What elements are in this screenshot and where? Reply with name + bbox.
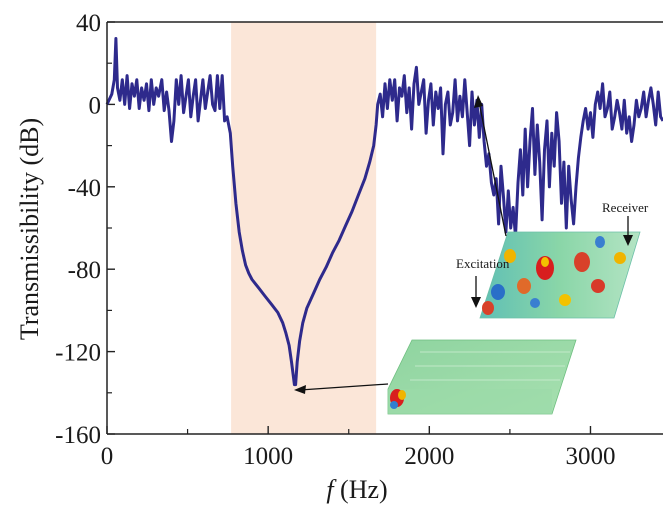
x-tick-label: 1000: [243, 443, 293, 470]
y-axis-title: Transmissibility (dB): [15, 118, 44, 340]
y-tick-label: -160: [55, 422, 101, 449]
x-tick-label: 2000: [404, 443, 454, 470]
y-tick-label: -120: [55, 340, 101, 367]
inset-mode-shape: [479, 231, 641, 319]
x-axis-title-unit: (Hz): [334, 475, 388, 504]
y-tick-label: 0: [89, 92, 102, 119]
receiver-label: Receiver: [602, 200, 649, 215]
series-line: [105, 37, 663, 387]
x-tick-label: 0: [101, 443, 114, 470]
x-tick-label: 3000: [565, 443, 615, 470]
y-tick-label: 40: [76, 10, 101, 37]
x-axis-title: f (Hz): [326, 475, 387, 504]
x-axis-title-italic: f: [326, 475, 337, 504]
inset-plate-bandgap: [387, 339, 577, 415]
y-tick-label: -80: [68, 257, 101, 284]
annotation-arrows: [294, 95, 633, 394]
y-tick-label: -40: [68, 175, 101, 202]
excitation-label: Excitation: [456, 256, 510, 271]
band-gap-region: [231, 22, 377, 434]
